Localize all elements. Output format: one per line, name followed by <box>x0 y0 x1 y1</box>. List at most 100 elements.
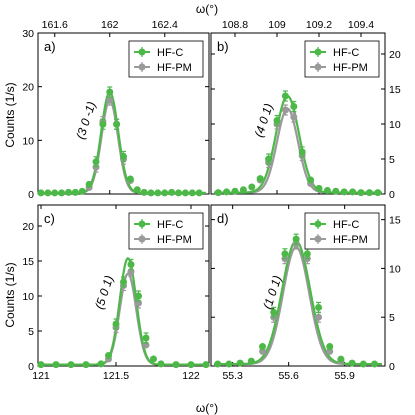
plot-frame <box>37 32 210 195</box>
y-tick-label: 15 <box>389 84 401 96</box>
legend-swatch-marker <box>138 63 146 71</box>
data-point-hf-c <box>214 360 222 368</box>
legend-box <box>304 212 380 250</box>
y-tick-label: 15 <box>22 256 34 268</box>
x-tick-label: 122 <box>182 370 200 382</box>
data-point-hf-c <box>188 189 196 197</box>
data-point-hf-c <box>187 361 195 369</box>
data-point-hf-c <box>37 361 45 369</box>
data-point-hf-c <box>265 155 273 163</box>
data-point-hf-c <box>303 250 311 258</box>
data-point-hf-c <box>340 188 348 196</box>
data-point-hf-c <box>65 188 72 196</box>
data-point-hf-c <box>357 189 365 197</box>
legend-label: HF-PM <box>333 62 368 74</box>
legend-label: HF-C <box>157 47 183 59</box>
plot-frame <box>210 204 386 367</box>
data-point-hf-c <box>359 360 367 368</box>
data-point-hf-c <box>181 189 189 197</box>
y-tick-label: 20 <box>389 49 401 61</box>
legend-label: HF-PM <box>333 234 368 246</box>
y-tick-label: 20 <box>22 221 34 233</box>
data-point-hf-c <box>133 186 141 194</box>
fit-curve-hf-c <box>214 239 382 366</box>
data-point-hf-c <box>71 188 79 196</box>
data-point-hf-c <box>99 120 107 128</box>
x-tick-label: 109.2 <box>306 19 332 31</box>
y-tick-label: 0 <box>28 189 34 201</box>
data-point-hf-c <box>112 320 120 328</box>
panel-c: 121 121.5 122 0 5 10 15 20 c) (5 0 1) HF-C HF-PM <box>22 204 210 382</box>
data-point-hf-c <box>126 175 134 183</box>
data-point-hf-c <box>195 189 203 197</box>
data-point-hf-c <box>202 361 210 369</box>
data-point-hf-c <box>349 188 357 196</box>
legend-box <box>128 40 204 78</box>
legend-label: HF-C <box>333 47 359 59</box>
x-tick-label: 109.4 <box>348 19 374 31</box>
fit-curve-hf-pm <box>214 107 382 194</box>
legend-swatch-marker <box>138 220 146 228</box>
x-tick-label: 55.9 <box>334 370 355 382</box>
data-point-hf-c <box>225 360 233 368</box>
data-point-hf-pm <box>326 347 334 355</box>
data-point-hf-pm <box>106 96 114 104</box>
legend-swatch-marker <box>138 48 146 56</box>
x-axis-label-top: ω(°) <box>196 2 218 16</box>
y-tick-label: 30 <box>22 28 34 40</box>
legend-box <box>304 40 380 78</box>
data-point-hf-c <box>270 308 278 316</box>
y-tick-label: 10 <box>389 119 401 131</box>
legend-swatch-marker <box>314 63 322 71</box>
data-point-hf-c <box>172 361 180 369</box>
data-point-hf-c <box>37 189 45 197</box>
fit-curve-hf-pm <box>41 98 206 195</box>
legend-label: HF-C <box>333 219 359 231</box>
y-tick-label: 0 <box>28 361 34 373</box>
legend-swatch-marker <box>314 220 322 228</box>
data-point-hf-c <box>97 360 105 368</box>
data-point-hf-c <box>256 175 264 183</box>
legend-box <box>128 212 204 250</box>
data-point-hf-pm <box>281 106 289 114</box>
data-point-hf-c <box>92 158 100 166</box>
data-point-hf-c <box>326 342 334 350</box>
data-point-hf-c <box>154 189 162 197</box>
x-tick-label: 109 <box>268 19 286 31</box>
data-point-hf-c <box>120 278 127 286</box>
data-point-hf-c <box>281 92 289 100</box>
y-tick-label: 15 <box>389 215 401 227</box>
y-axis-label-bottom-left: Counts (1/s) <box>3 262 17 327</box>
panel-a: 161.6 162 162.4 0 10 20 30 a) (3 0 -1) HF-C HF-PM <box>22 19 210 201</box>
x-tick-label: 162 <box>101 19 119 31</box>
data-point-hf-c <box>307 176 315 184</box>
data-point-hf-c <box>239 186 247 194</box>
data-point-hf-pm <box>259 347 267 355</box>
y-tick-label: 10 <box>22 135 34 147</box>
data-point-hf-c <box>67 361 75 369</box>
legend-label: HF-PM <box>157 234 192 246</box>
x-tick-label: 121 <box>32 370 50 382</box>
x-axis-label-bottom: ω(°) <box>196 401 218 415</box>
data-point-hf-c <box>315 303 323 311</box>
x-tick-label: 161.6 <box>42 19 68 31</box>
fit-curve-hf-pm <box>214 245 382 366</box>
data-point-hf-c <box>290 103 298 110</box>
data-point-hf-c <box>58 189 66 197</box>
data-point-hf-c <box>51 189 59 197</box>
legend-swatch-marker <box>138 235 146 243</box>
data-point-hf-c <box>161 189 169 197</box>
data-point-hf-pm <box>315 313 323 321</box>
fit-curve-hf-c <box>41 257 206 366</box>
data-point-hf-c <box>281 250 289 258</box>
data-point-hf-c <box>348 359 356 367</box>
data-point-hf-c <box>52 361 60 369</box>
data-point-hf-c <box>78 187 86 195</box>
data-point-hf-c <box>223 188 231 196</box>
data-point-hf-pm <box>290 113 298 121</box>
data-point-hf-c <box>332 187 340 195</box>
data-point-hf-c <box>337 355 345 363</box>
